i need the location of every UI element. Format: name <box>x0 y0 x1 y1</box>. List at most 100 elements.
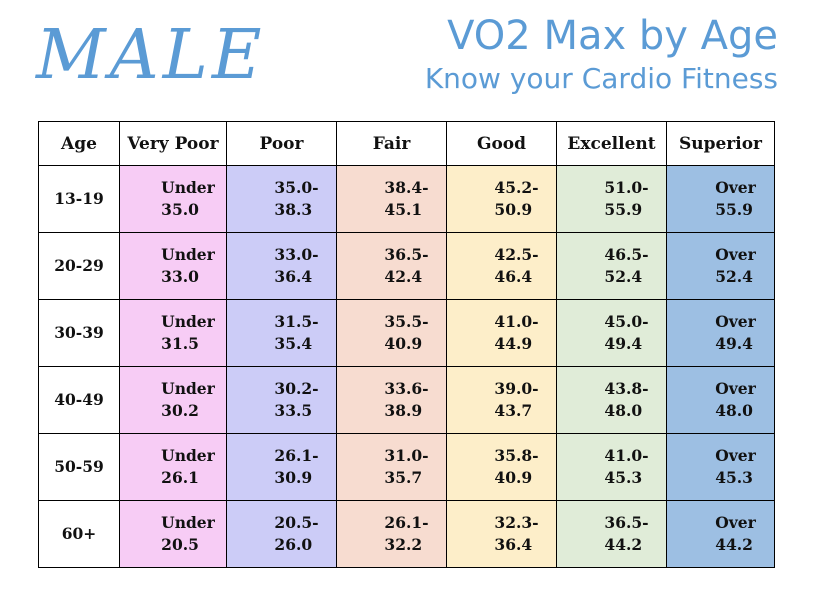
value-line: Over <box>715 177 756 197</box>
value-line: 36.4 <box>274 267 313 286</box>
value-cell: 41.0- 44.9 <box>446 299 557 367</box>
value-line: 31.0- <box>384 445 429 465</box>
value-cell: Under 26.1 <box>119 433 227 501</box>
age-cell: 13-19 <box>38 165 120 233</box>
value-line: 44.2 <box>715 535 753 554</box>
value-line: 44.9 <box>494 334 533 353</box>
page-subtitle: Know your Cardio Fitness <box>424 62 778 95</box>
value-cell: 31.5- 35.4 <box>226 299 337 367</box>
value-line: Over <box>715 445 756 465</box>
value-cell: Under 20.5 <box>119 500 227 568</box>
value-cell: 36.5- 42.4 <box>336 232 447 300</box>
value-line: 46.4 <box>494 267 533 286</box>
value-line: Over <box>715 311 756 331</box>
value-cell: Over 52.4 <box>666 232 775 300</box>
page-title: VO2 Max by Age <box>447 13 778 59</box>
value-line: Over <box>715 244 756 264</box>
value-line: 36.4 <box>494 535 533 554</box>
value-cell: 41.0- 45.3 <box>556 433 667 501</box>
value-line: 26.1- <box>274 445 319 465</box>
value-cell: 32.3- 36.4 <box>446 500 557 568</box>
value-line: 33.5 <box>274 401 313 420</box>
age-cell: 20-29 <box>38 232 120 300</box>
column-header: Very Poor <box>119 121 227 166</box>
value-line: 30.2 <box>161 401 199 420</box>
value-line: 48.0 <box>604 401 643 420</box>
table-row: 60+ Under 20.5 20.5- 26.0 26.1- 32.2 32.3- 36.4 3… <box>38 500 775 568</box>
value-line: 45.2- <box>494 177 539 197</box>
value-line: 50.9 <box>494 200 533 219</box>
value-line: 42.5- <box>494 244 539 264</box>
column-header: Age <box>38 121 120 166</box>
value-cell: 26.1- 32.2 <box>336 500 447 568</box>
value-line: 35.8- <box>494 445 539 465</box>
value-line: 43.7 <box>494 401 533 420</box>
value-line: 44.2 <box>604 535 643 554</box>
value-line: 55.9 <box>604 200 643 219</box>
vo2-max-table: Age Very Poor Poor Fair Good Excellent Superio… <box>38 121 775 568</box>
value-line: 42.4 <box>384 267 423 286</box>
value-line: Over <box>715 512 756 532</box>
table-body: 13-19 Under 35.0 35.0- 38.3 38.4- 45.1 45.2- 50.… <box>38 165 775 568</box>
value-cell: 51.0- 55.9 <box>556 165 667 233</box>
value-cell: 45.0- 49.4 <box>556 299 667 367</box>
value-line: 39.0- <box>494 378 539 398</box>
value-line: Under <box>161 177 215 197</box>
value-line: 45.0- <box>604 311 649 331</box>
value-line: 49.4 <box>604 334 643 353</box>
value-line: Under <box>161 445 215 465</box>
value-line: 20.5- <box>274 512 319 532</box>
value-line: 49.4 <box>715 334 753 353</box>
table-header-row: Age Very Poor Poor Fair Good Excellent Superio… <box>38 121 775 166</box>
value-cell: Under 33.0 <box>119 232 227 300</box>
value-line: 41.0- <box>604 445 649 465</box>
value-line: 41.0- <box>494 311 539 331</box>
column-header: Superior <box>666 121 775 166</box>
value-line: 33.0- <box>274 244 319 264</box>
value-line: 35.0 <box>161 200 199 219</box>
column-header: Excellent <box>556 121 667 166</box>
value-line: 38.9 <box>384 401 423 420</box>
value-line: 46.5- <box>604 244 649 264</box>
value-line: 38.4- <box>384 177 429 197</box>
value-line: Under <box>161 311 215 331</box>
value-line: 52.4 <box>715 267 753 286</box>
table-row: 50-59 Under 26.1 26.1- 30.9 31.0- 35.7 35.8- 40.… <box>38 433 775 501</box>
value-line: 35.0- <box>274 177 319 197</box>
table-row: 13-19 Under 35.0 35.0- 38.3 38.4- 45.1 45.2- 50.… <box>38 165 775 233</box>
value-line: 20.5 <box>161 535 199 554</box>
value-line: 26.1- <box>384 512 429 532</box>
value-cell: Under 30.2 <box>119 366 227 434</box>
value-line: 45.3 <box>715 468 753 487</box>
value-cell: Over 55.9 <box>666 165 775 233</box>
value-line: 26.0 <box>274 535 313 554</box>
value-line: 33.0 <box>161 267 199 286</box>
value-line: 45.1 <box>384 200 423 219</box>
value-cell: 31.0- 35.7 <box>336 433 447 501</box>
column-header: Good <box>446 121 557 166</box>
age-cell: 40-49 <box>38 366 120 434</box>
value-cell: 45.2- 50.9 <box>446 165 557 233</box>
value-line: 40.9 <box>494 468 533 487</box>
value-line: 51.0- <box>604 177 649 197</box>
value-cell: Over 44.2 <box>666 500 775 568</box>
value-cell: 30.2- 33.5 <box>226 366 337 434</box>
age-cell: 30-39 <box>38 299 120 367</box>
value-line: Over <box>715 378 756 398</box>
value-line: 33.6- <box>384 378 429 398</box>
value-cell: Over 48.0 <box>666 366 775 434</box>
value-cell: Under 35.0 <box>119 165 227 233</box>
value-line: Under <box>161 512 215 532</box>
value-cell: 26.1- 30.9 <box>226 433 337 501</box>
value-line: 35.5- <box>384 311 429 331</box>
table-row: 20-29 Under 33.0 33.0- 36.4 36.5- 42.4 42.5- 46.… <box>38 232 775 300</box>
age-cell: 60+ <box>38 500 120 568</box>
value-cell: Over 49.4 <box>666 299 775 367</box>
value-cell: 35.5- 40.9 <box>336 299 447 367</box>
value-line: 38.3 <box>274 200 313 219</box>
column-header: Fair <box>336 121 447 166</box>
value-line: 32.3- <box>494 512 539 532</box>
value-line: 45.3 <box>604 468 643 487</box>
value-cell: 33.0- 36.4 <box>226 232 337 300</box>
value-cell: 42.5- 46.4 <box>446 232 557 300</box>
